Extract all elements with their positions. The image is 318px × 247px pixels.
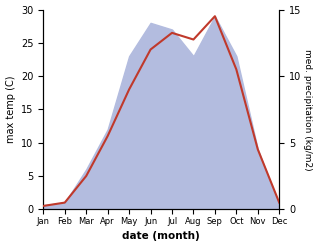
- Y-axis label: med. precipitation (kg/m2): med. precipitation (kg/m2): [303, 49, 313, 170]
- X-axis label: date (month): date (month): [122, 231, 200, 242]
- Y-axis label: max temp (C): max temp (C): [5, 76, 16, 143]
